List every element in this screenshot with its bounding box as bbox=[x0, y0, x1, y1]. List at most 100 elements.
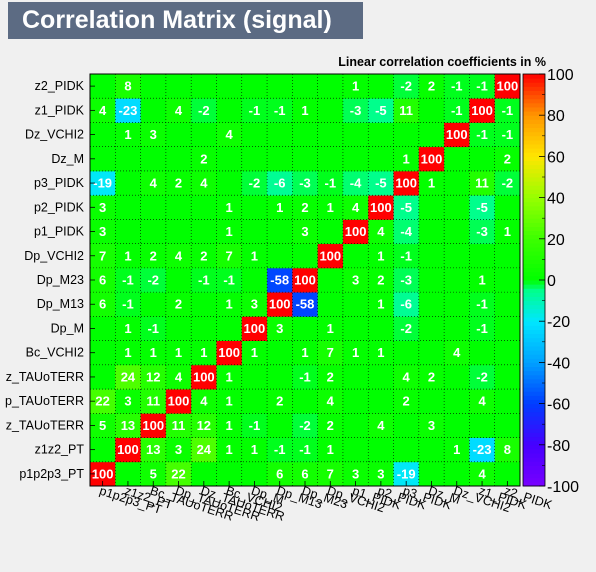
heatmap-cell bbox=[418, 98, 445, 123]
heatmap-cell bbox=[418, 122, 445, 148]
heatmap-cell bbox=[469, 292, 496, 317]
cell-value-label: 1 bbox=[327, 200, 334, 215]
palette-band bbox=[523, 370, 545, 376]
heatmap-cell bbox=[342, 146, 369, 172]
palette-band bbox=[523, 259, 545, 265]
cell-value-label: 2 bbox=[403, 394, 410, 409]
y-tick-label: p2_PIDK bbox=[34, 200, 85, 214]
heatmap-cell bbox=[140, 292, 167, 317]
cell-value-label: 100 bbox=[370, 200, 392, 215]
heatmap-cell bbox=[216, 389, 243, 414]
color-palette: 100 80 60 40 20 0 -20 -40 -60 -80 -100 bbox=[522, 67, 579, 496]
heatmap-cell bbox=[191, 243, 217, 269]
heatmap-cell bbox=[165, 316, 192, 341]
palette-band bbox=[523, 160, 545, 166]
heatmap-cell bbox=[267, 122, 293, 148]
heatmap-cell bbox=[393, 219, 420, 245]
heatmap-cell bbox=[418, 316, 445, 341]
cell-value-label: 4 bbox=[175, 248, 183, 263]
heatmap-cell bbox=[292, 195, 319, 220]
palette-band bbox=[523, 300, 545, 306]
heatmap-cell bbox=[115, 316, 141, 341]
cell-value-label: 4 bbox=[150, 176, 158, 191]
cell-value-label: -58 bbox=[296, 297, 315, 312]
cell-value-label: 1 bbox=[327, 442, 334, 457]
heatmap-cell bbox=[115, 219, 141, 245]
heatmap-cell bbox=[191, 195, 217, 220]
cell-value-label: 100 bbox=[294, 273, 316, 288]
heatmap-cell bbox=[317, 316, 344, 341]
cell-value-label: -1 bbox=[502, 127, 514, 142]
cell-value-label: 100 bbox=[421, 151, 443, 166]
palette-band bbox=[523, 391, 545, 396]
palette-band bbox=[523, 432, 545, 438]
palette-band bbox=[523, 135, 545, 141]
heatmap-cell bbox=[267, 437, 293, 463]
y-tick-labels: p1p2p3_PT z1z2_PT z_TAUoTERR p_TAUoTERR z_TA… bbox=[5, 79, 95, 481]
cell-value-label: 1 bbox=[226, 394, 233, 409]
cell-value-label: 1 bbox=[478, 273, 485, 288]
heatmap-cell bbox=[418, 243, 445, 269]
heatmap-cell bbox=[342, 219, 369, 245]
heatmap-cell bbox=[368, 340, 394, 366]
heatmap-cell bbox=[342, 389, 369, 414]
heatmap-cell bbox=[469, 219, 496, 245]
heatmap-cell bbox=[165, 170, 192, 196]
heatmap-cell bbox=[241, 413, 268, 438]
heatmap-cell bbox=[317, 292, 344, 317]
heatmap-cell bbox=[292, 292, 319, 317]
heatmap-cell bbox=[241, 267, 268, 293]
cell-value-label: 3 bbox=[428, 418, 435, 433]
cell-value-label: 4 bbox=[226, 127, 234, 142]
cell-value-label: 2 bbox=[200, 151, 207, 166]
heatmap-cell bbox=[444, 74, 470, 99]
heatmap-cell bbox=[216, 243, 243, 269]
heatmap-cell bbox=[393, 98, 420, 123]
heatmap-cell bbox=[241, 122, 268, 148]
cell-value-label: 1 bbox=[327, 321, 334, 336]
heatmap-cell bbox=[418, 267, 445, 293]
cell-value-label: 4 bbox=[175, 103, 183, 118]
cell-value-label: 100 bbox=[497, 79, 519, 94]
palette-band bbox=[523, 477, 545, 483]
cell-value-label: -5 bbox=[400, 200, 412, 215]
heatmap-cell bbox=[267, 219, 293, 245]
cell-value-label: -1 bbox=[249, 418, 261, 433]
cell-value-label: 1 bbox=[175, 345, 182, 360]
heatmap-cell bbox=[292, 74, 319, 99]
cell-value-label: 1 bbox=[352, 345, 359, 360]
heatmap-cell bbox=[469, 243, 496, 269]
heatmap-cell bbox=[140, 316, 167, 341]
heatmap-cell bbox=[191, 413, 217, 438]
heatmap-cell bbox=[317, 74, 344, 99]
heatmap-cell bbox=[393, 74, 420, 99]
heatmap-cell bbox=[165, 146, 192, 172]
y-tick-label: p_TAUoTERR bbox=[5, 394, 84, 408]
heatmap-cell bbox=[469, 98, 496, 123]
cell-value-label: 4 bbox=[403, 369, 411, 384]
cell-value-label: 11 bbox=[399, 103, 413, 118]
heatmap-cell bbox=[241, 364, 268, 390]
y-tick-label: z_TAUoTERR bbox=[6, 370, 84, 384]
palette-band bbox=[523, 86, 545, 91]
heatmap-cell bbox=[115, 98, 141, 123]
heatmap-cell bbox=[191, 340, 217, 366]
cell-value-label: -5 bbox=[375, 103, 387, 118]
heatmap-cell bbox=[216, 437, 243, 463]
heatmap-cell bbox=[216, 98, 243, 123]
palette-band bbox=[523, 148, 545, 153]
heatmap-cell bbox=[393, 292, 420, 317]
palette-band bbox=[523, 428, 545, 433]
cell-value-label: 2 bbox=[504, 151, 511, 166]
palette-band bbox=[523, 251, 545, 256]
palette-band bbox=[523, 317, 545, 322]
cell-value-label: -2 bbox=[400, 321, 412, 336]
cell-value-label: 100 bbox=[319, 248, 341, 263]
heatmap-cell bbox=[494, 437, 521, 463]
palette-band bbox=[523, 123, 545, 129]
heatmap-cell bbox=[469, 364, 496, 390]
palette-band bbox=[523, 255, 545, 260]
heatmap-cell bbox=[317, 437, 344, 463]
heatmap-cell bbox=[368, 170, 394, 196]
